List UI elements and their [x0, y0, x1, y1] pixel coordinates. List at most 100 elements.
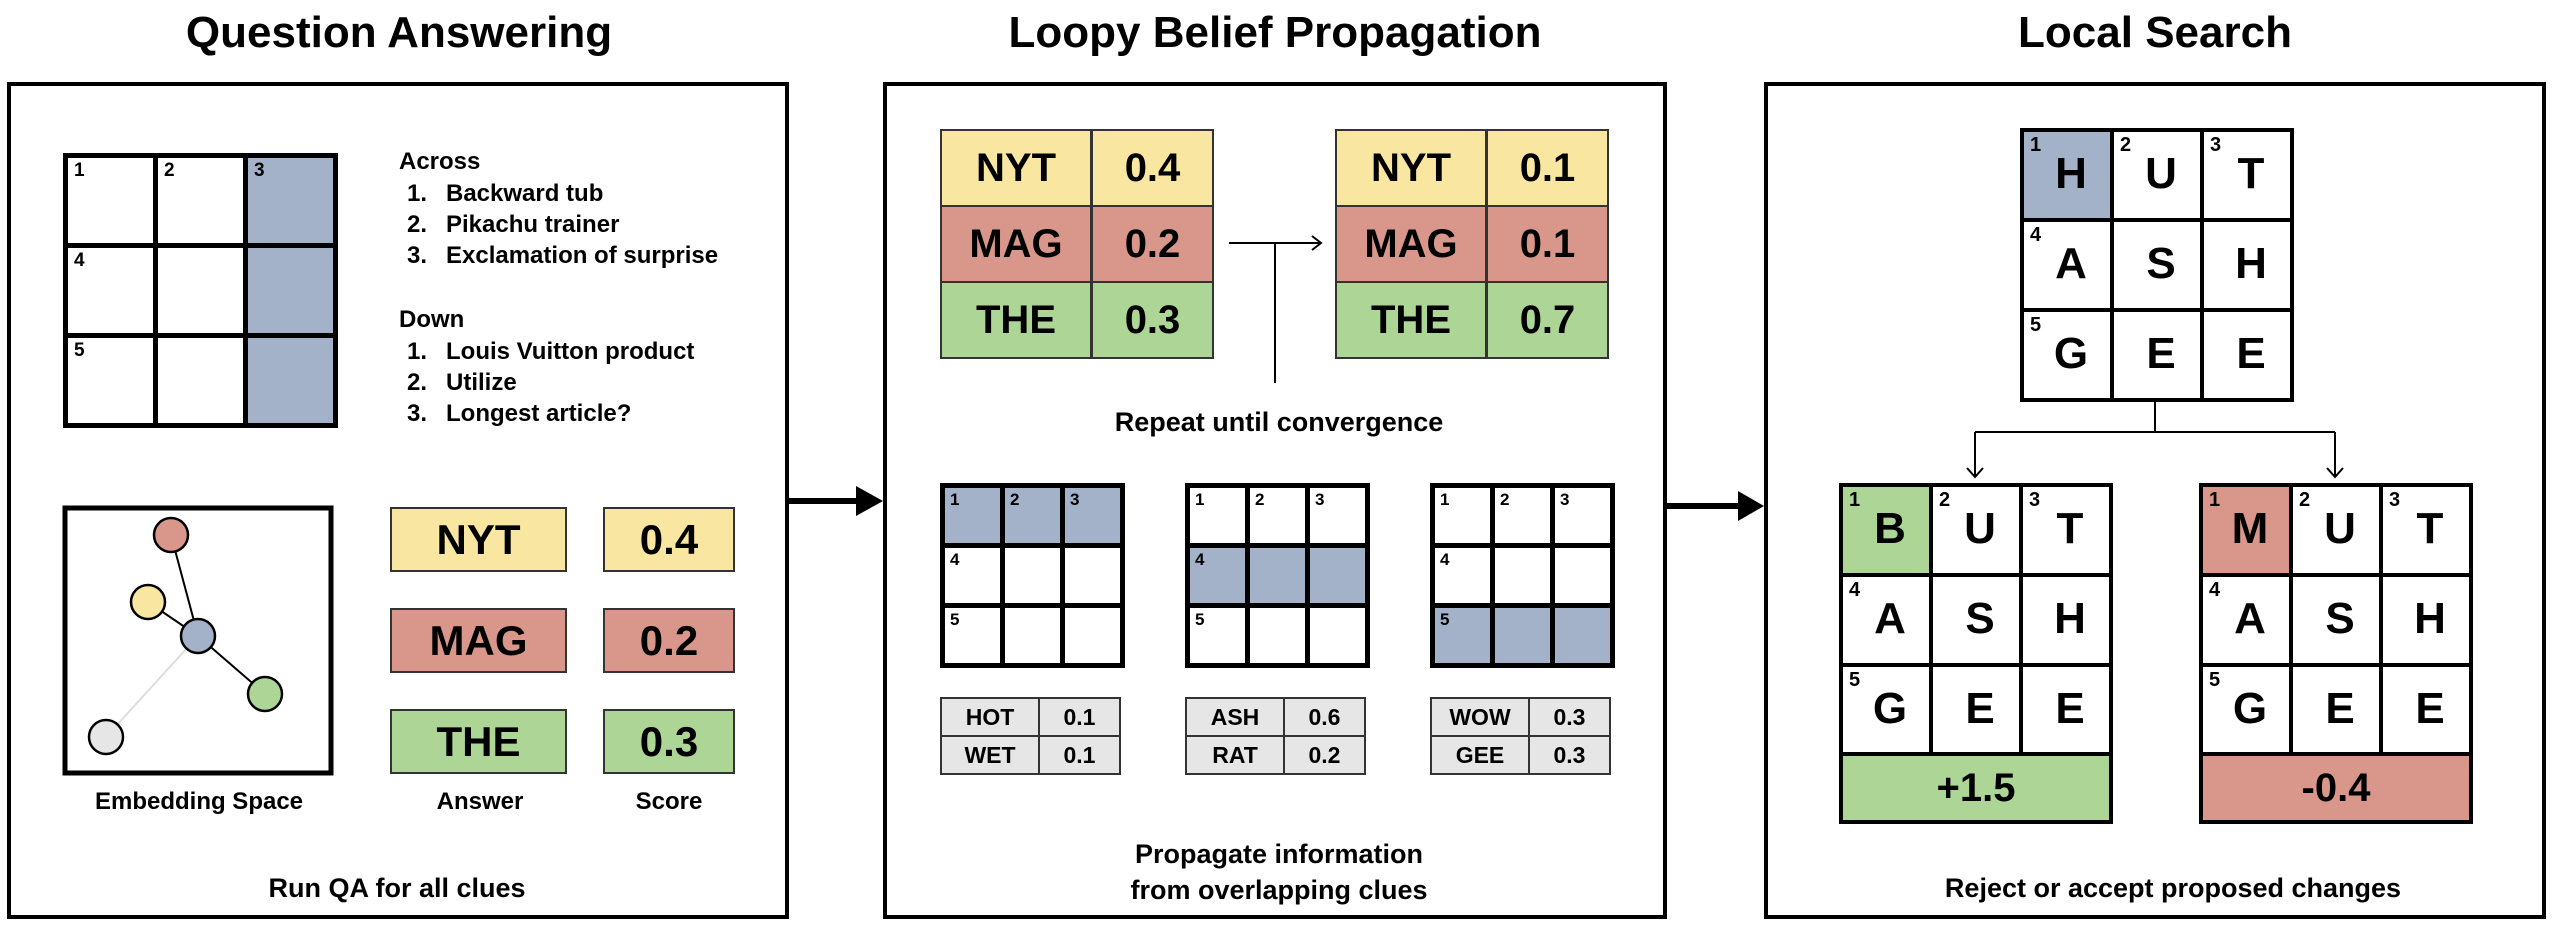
- cell-letter: U: [2145, 149, 2177, 198]
- cell-number: 5: [74, 340, 85, 361]
- cell-number: 5: [1849, 669, 1861, 691]
- cell-letter: H: [2054, 594, 2086, 643]
- grid-cell: [1305, 603, 1370, 668]
- grid-cell: [243, 243, 338, 338]
- cell-letter: T: [2237, 149, 2265, 198]
- cell-number: 1: [1440, 490, 1450, 509]
- after-score-cell: 0.1: [1486, 129, 1609, 207]
- across-clue: Backward tub: [446, 180, 604, 207]
- clue-number: 1.: [407, 180, 428, 207]
- cell-number: 4: [1440, 550, 1450, 569]
- before-score-cell: 0.3: [1091, 281, 1214, 359]
- cell-letter: M: [2231, 504, 2269, 553]
- candidate-word: WET: [940, 735, 1040, 775]
- cell-number: 1: [950, 490, 960, 509]
- cell-number: 3: [1560, 490, 1570, 509]
- grid-cell: [1000, 603, 1065, 668]
- cell-letter: A: [2055, 239, 2087, 288]
- candidate-score: 0.3: [1528, 697, 1611, 737]
- qa-caption: Run QA for all clues: [268, 873, 526, 903]
- candidate-word: RAT: [1185, 735, 1285, 775]
- cell-letter: T: [2056, 504, 2084, 553]
- grid-cell: 4: [63, 243, 158, 338]
- cell-letter: A: [2234, 594, 2266, 643]
- cell-letter: U: [2324, 504, 2356, 553]
- embedding-node-yellow: [129, 583, 167, 621]
- grid-cell: H: [2200, 218, 2294, 312]
- cell-number: 4: [2209, 579, 2221, 601]
- cell-number: 1: [74, 160, 85, 181]
- cell-letter: S: [2146, 239, 2176, 288]
- cell-letter: S: [1965, 594, 1995, 643]
- grid-cell: S: [2289, 573, 2383, 667]
- cell-letter: U: [1964, 504, 1996, 553]
- grid-cell: S: [1929, 573, 2023, 667]
- grid-cell: [1000, 543, 1065, 608]
- cell-number: 2: [2120, 134, 2132, 156]
- cell-number: 4: [2030, 224, 2042, 246]
- grid-cell: [1060, 603, 1125, 668]
- cell-letter: G: [2232, 684, 2268, 733]
- answer-box: THE: [390, 709, 567, 774]
- candidate-word: WOW: [1430, 697, 1530, 737]
- cell-number: 4: [1849, 579, 1861, 601]
- score-box: 0.2: [603, 608, 735, 673]
- cell-number: 2: [1939, 489, 1951, 511]
- cell-number: 3: [2210, 134, 2222, 156]
- cell-letter: E: [2055, 684, 2085, 733]
- grid-cell: H: [2019, 573, 2113, 667]
- cell-number: 3: [1070, 490, 1080, 509]
- grid-cell: [1550, 603, 1615, 668]
- cell-letter: B: [1874, 504, 1906, 553]
- grid-cell: 4: [1430, 543, 1495, 608]
- grid-cell: [243, 333, 338, 428]
- grid-cell: 1: [63, 153, 158, 248]
- grid-cell: [153, 333, 248, 428]
- before-score-cell: 0.2: [1091, 205, 1214, 283]
- grid-cell: 3: [1060, 483, 1125, 548]
- candidate-score: 0.1: [1038, 697, 1121, 737]
- cell-letter: G: [2053, 329, 2089, 378]
- repeat-loop-connector-icon: [1229, 235, 1323, 383]
- cell-number: 5: [950, 610, 960, 629]
- candidate-word: HOT: [940, 697, 1040, 737]
- embedding-edge: [105, 635, 199, 738]
- candidate-score: 0.3: [1528, 735, 1611, 775]
- proposal-score: +1.5: [1839, 752, 2113, 824]
- score-box: 0.4: [603, 507, 735, 572]
- grid-cell: [1245, 543, 1310, 608]
- grid-cell: H: [2379, 573, 2473, 667]
- down-clue: Louis Vuitton product: [446, 338, 695, 365]
- across-clue: Pikachu trainer: [446, 211, 620, 238]
- cell-number: 2: [1500, 490, 1510, 509]
- grid-cell: 1: [940, 483, 1005, 548]
- cell-letter: H: [2055, 149, 2087, 198]
- cell-number: 3: [254, 160, 265, 181]
- after-score-cell: 0.1: [1486, 205, 1609, 283]
- repeat-label: Repeat until convergence: [1114, 407, 1444, 437]
- grid-cell: 5: [1185, 603, 1250, 668]
- before-score-cell: 0.4: [1091, 129, 1214, 207]
- cell-number: 5: [2030, 314, 2042, 336]
- candidate-score: 0.1: [1038, 735, 1121, 775]
- score-box: 0.3: [603, 709, 735, 774]
- grid-cell: 2: [1245, 483, 1310, 548]
- grid-cell: [153, 243, 248, 338]
- grid-cell: 4: [1185, 543, 1250, 608]
- cell-number: 1: [2030, 134, 2042, 156]
- cell-number: 2: [1010, 490, 1020, 509]
- after-word-cell: THE: [1335, 281, 1487, 359]
- embedding-node-blue: [179, 617, 217, 655]
- cell-number: 3: [1315, 490, 1325, 509]
- cell-number: 3: [2389, 489, 2401, 511]
